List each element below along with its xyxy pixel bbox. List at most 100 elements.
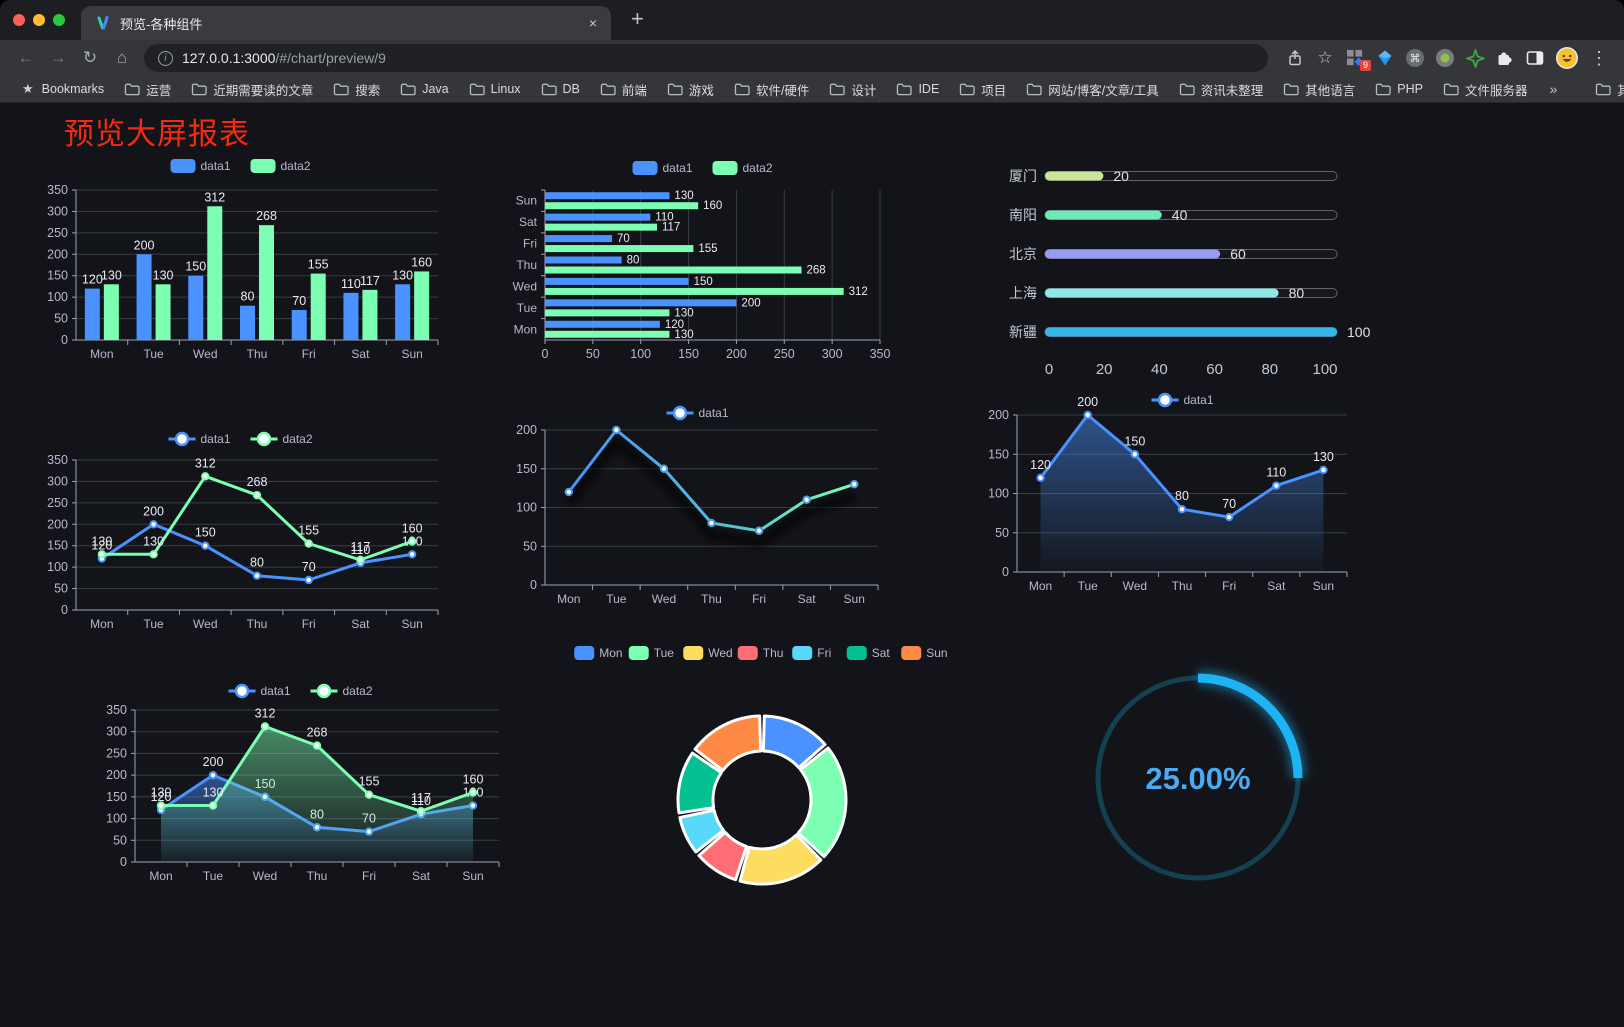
minimize-window-button[interactable] (33, 14, 45, 26)
svg-text:80: 80 (1261, 361, 1278, 378)
svg-text:312: 312 (195, 456, 216, 470)
bookmark-label: 搜索 (355, 83, 381, 98)
bookmark-folder[interactable]: DB (533, 80, 588, 98)
svg-text:150: 150 (195, 526, 216, 540)
bookmark-folder[interactable]: PHP (1367, 80, 1431, 98)
svg-text:0: 0 (61, 603, 68, 617)
reload-button[interactable]: ↻ (82, 48, 98, 67)
two-series-line-chart[interactable]: data1 data2 0 50 100 150 200 250 300 350 Mon Tue Wed… (38, 425, 448, 640)
svg-text:155: 155 (698, 243, 717, 255)
svg-text:data2: data2 (283, 432, 313, 446)
svg-text:200: 200 (203, 755, 224, 769)
gem-extension-icon[interactable] (1370, 49, 1400, 67)
back-button[interactable]: ← (17, 48, 35, 67)
svg-text:Mon: Mon (90, 617, 113, 631)
bookmark-folder[interactable]: 搜索 (325, 78, 388, 101)
svg-text:150: 150 (516, 462, 537, 476)
svg-text:110: 110 (350, 543, 370, 557)
svg-text:50: 50 (54, 582, 68, 596)
bookmark-label: IDE (918, 82, 940, 96)
browser-tab[interactable]: 预览-各种组件 × (81, 6, 611, 40)
svg-text:Fri: Fri (302, 347, 316, 361)
svg-text:200: 200 (47, 517, 68, 531)
bookmark-folder[interactable]: 文件服务器 (1435, 78, 1536, 101)
bookmark-folder[interactable]: 设计 (821, 78, 884, 101)
bookmark-folder[interactable]: 运营 (116, 78, 179, 101)
bookmark-folder[interactable]: 网站/博客/文章/工具 (1018, 78, 1166, 101)
svg-text:130: 130 (143, 534, 164, 548)
bookmark-folder[interactable]: Java (392, 80, 456, 98)
home-button[interactable]: ⌂ (116, 48, 128, 67)
bookmark-folder[interactable]: 游戏 (659, 78, 722, 101)
svg-text:300: 300 (106, 725, 127, 739)
star-icon: ★ (22, 81, 34, 96)
bookmark-folder[interactable]: IDE (888, 80, 947, 98)
svg-text:268: 268 (807, 265, 826, 277)
svg-text:0: 0 (542, 347, 549, 361)
bookmark-folder[interactable]: 项目 (951, 78, 1014, 101)
svg-text:100: 100 (988, 487, 1009, 501)
svg-text:Wed: Wed (193, 347, 217, 361)
svg-text:200: 200 (143, 504, 164, 518)
bookmark-folder[interactable]: 近期需要读的文章 (183, 78, 321, 101)
svg-text:200: 200 (47, 247, 68, 261)
menu-kebab-icon[interactable]: ⋮ (1590, 47, 1608, 68)
site-info-icon[interactable]: i (158, 50, 173, 66)
extension-grid-icon[interactable]: 9 (1340, 49, 1371, 71)
svg-text:150: 150 (1124, 434, 1145, 448)
svg-text:Tue: Tue (606, 592, 627, 606)
puzzle-extensions-icon[interactable] (1490, 49, 1520, 67)
svg-text:130: 130 (151, 786, 172, 800)
svg-text:60: 60 (1230, 246, 1246, 262)
bookmark-folder[interactable]: 软件/硬件 (726, 78, 817, 101)
svg-text:100: 100 (1347, 324, 1371, 340)
profile-avatar[interactable] (1552, 46, 1582, 70)
gradient-line-chart[interactable]: data1 0 50 100 150 200 Mon Tue Wed Thu Fri Sat Sun (500, 400, 900, 615)
svg-text:268: 268 (247, 475, 268, 489)
svg-text:80: 80 (627, 255, 640, 267)
svg-text:160: 160 (411, 255, 432, 269)
svg-text:Wed: Wed (513, 279, 537, 293)
svg-text:130: 130 (1313, 450, 1334, 464)
svg-text:120: 120 (151, 790, 172, 804)
bookmark-folder[interactable]: Linux (461, 80, 529, 98)
svg-text:Wed: Wed (652, 592, 676, 606)
svg-text:Wed: Wed (253, 869, 277, 883)
other-bookmarks-folder[interactable]: 其他书签 (1587, 78, 1624, 101)
horizontal-bar-chart[interactable]: data1 data2 0 50 100 150 200 250 300 350 Mon 120 130… (505, 155, 905, 370)
svg-text:Sun: Sun (844, 592, 865, 606)
grouped-bar-chart[interactable]: data1 data2 0 50 100 150 200 250 300 350 Mon Tue Wed… (38, 153, 448, 368)
svg-text:Tue: Tue (1078, 579, 1099, 593)
bookmark-star-button[interactable]: ☆ (1317, 48, 1333, 67)
bookmark-folder[interactable]: 前端 (592, 78, 655, 101)
svg-text:50: 50 (995, 526, 1009, 540)
new-tab-button[interactable]: + (631, 6, 644, 31)
address-bar[interactable]: i 127.0.0.1:3000/#/chart/preview/9 (144, 44, 1268, 72)
svg-text:data2: data2 (343, 684, 373, 698)
share-icon[interactable] (1280, 49, 1310, 67)
svg-text:150: 150 (694, 276, 713, 288)
cmd-extension-icon[interactable]: ⌘ (1400, 48, 1430, 68)
bookmark-label: 前端 (621, 83, 647, 98)
svg-text:Fri: Fri (752, 592, 766, 606)
bookmarks-overflow-chevron[interactable]: » (1549, 81, 1558, 97)
bookmark-folder[interactable]: 其他语言 (1275, 78, 1363, 101)
svg-text:data1: data1 (201, 159, 231, 173)
forward-button[interactable]: → (49, 48, 67, 67)
svg-text:Fri: Fri (1222, 579, 1236, 593)
two-series-area-chart[interactable]: data1 data2 0 50 100 150 200 250 300 350 Mon Tue Wed… (103, 675, 503, 893)
tab-close-icon[interactable]: × (588, 15, 597, 31)
donut-chart[interactable]: Mon Tue Wed Thu Fri Sat Sun (545, 635, 975, 925)
sidebar-toggle-icon[interactable] (1520, 49, 1550, 67)
progress-bar-chart[interactable]: 厦门 20 南阳 40 北京 60 上海 80 新疆 100 0 20 40 60 80 100 (1000, 158, 1400, 388)
close-window-button[interactable] (13, 14, 25, 26)
area-line-chart[interactable]: data1 0 50 100 150 200 Mon Tue Wed Thu Fri Sat Sun 12… (985, 390, 1385, 602)
bookmarks-root[interactable]: ★ Bookmarks (22, 81, 105, 96)
record-extension-icon[interactable] (1430, 48, 1460, 68)
svg-text:50: 50 (523, 539, 537, 553)
svg-text:110: 110 (1266, 466, 1286, 480)
bookmark-folder[interactable]: 资讯未整理 (1171, 78, 1272, 101)
gauge-progress-chart[interactable]: 25.00% (1040, 640, 1360, 930)
zoom-window-button[interactable] (53, 14, 65, 26)
green-star-extension-icon[interactable] (1460, 48, 1490, 68)
